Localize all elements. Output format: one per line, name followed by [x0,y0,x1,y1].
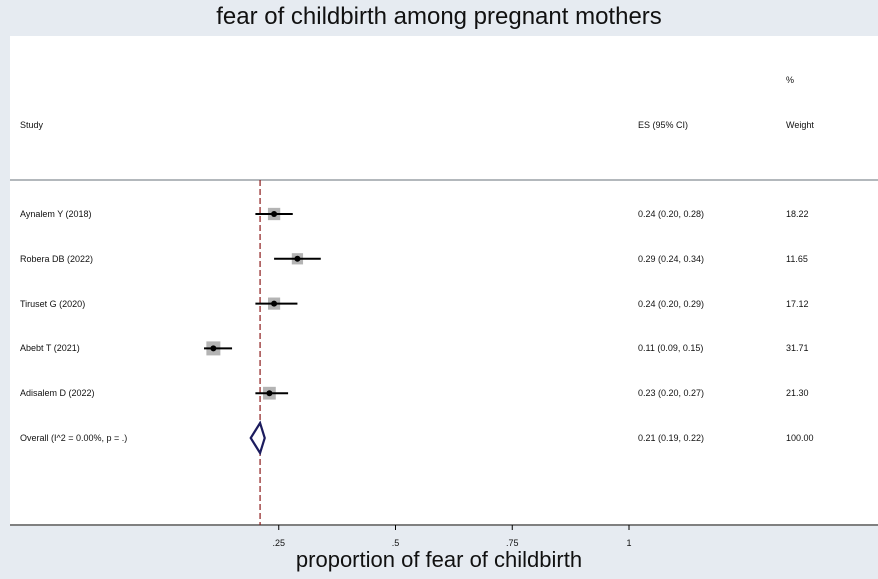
study-label: Tiruset G (2020) [20,298,86,309]
weight-value: 17.12 [786,298,809,309]
effect-size-text: 0.23 (0.20, 0.27) [638,388,705,399]
point-estimate [266,390,273,397]
x-tick-label: .25 [272,538,285,548]
study-column-header: Study [20,120,44,130]
x-axis-label: proportion of fear of childbirth [295,547,583,572]
point-estimate [271,211,278,217]
overall-label: Overall (I^2 = 0.00%, p = .) [20,433,128,443]
weight-value: 31.71 [786,343,809,354]
es-column-header: ES (95% CI) [638,120,689,130]
study-label: Adisalem D (2022) [20,388,95,399]
effect-size-text: 0.24 (0.20, 0.29) [638,298,705,309]
x-tick-label: 1 [626,538,631,548]
chart-title: fear of childbirth among pregnant mother… [216,3,662,30]
point-estimate [271,300,278,307]
weight-value: 11.65 [786,253,808,264]
study-label: Robera DB (2022) [20,253,94,264]
x-tick-label: .75 [506,538,519,548]
weight-value: 18.22 [786,209,809,219]
effect-size-text: 0.24 (0.20, 0.28) [638,209,705,219]
weight-column-header: Weight [786,120,814,130]
effect-size-text: 0.11 (0.09, 0.15) [638,343,704,354]
weight-value: 21.30 [786,388,809,399]
overall-effect-size-text: 0.21 (0.19, 0.22) [638,433,705,443]
plot-panel [10,36,878,526]
percent-header: % [786,75,795,85]
overall-diamond [249,420,266,456]
effect-size-text: 0.29 (0.24, 0.34) [638,253,705,264]
overall-weight-value: 100.00 [786,433,814,443]
x-tick-label: .5 [392,538,400,548]
point-estimate [294,255,301,262]
point-estimate [210,345,217,352]
study-label: Abebt T (2021) [20,343,80,354]
study-label: Aynalem Y (2018) [20,209,92,219]
